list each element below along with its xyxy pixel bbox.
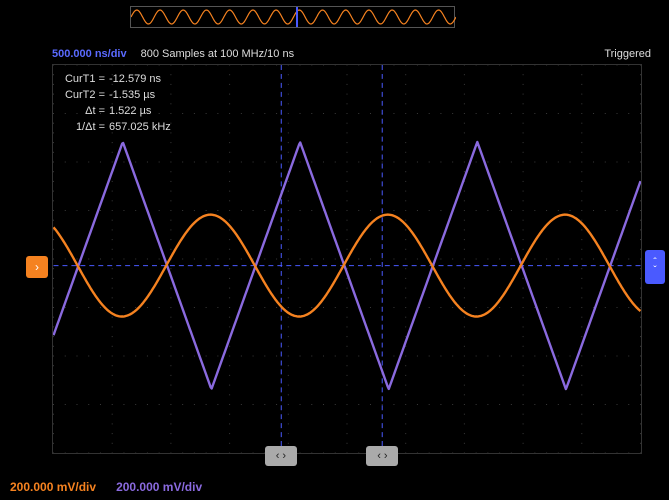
curT1-value: -12.579 ns [109, 71, 161, 87]
curT2-value: -1.535 µs [109, 87, 155, 103]
channel-scale-bar: 200.000 mV/div 200.000 mV/div [10, 480, 202, 494]
drag-handle-icon: ‹ › [377, 450, 387, 462]
dt-value: 1.522 µs [109, 103, 151, 119]
overview-trigger-marker[interactable] [296, 7, 298, 27]
info-bar: 500.000 ns/div 800 Samples at 100 MHz/10… [52, 48, 659, 60]
cursor-measurements: CurT1 =-12.579 ns CurT2 =-1.535 µs Δt =1… [59, 71, 171, 135]
dt-label: Δt = [59, 103, 105, 119]
ch1-volts-per-div[interactable]: 200.000 mV/div [10, 480, 96, 494]
invdt-value: 657.025 kHz [109, 119, 171, 135]
invdt-label: 1/Δt = [59, 119, 105, 135]
oscilloscope-plot[interactable]: CurT1 =-12.579 ns CurT2 =-1.535 µs Δt =1… [52, 64, 642, 454]
chevron-down-icon: ˇ [653, 267, 656, 275]
chevron-right-icon: › [35, 260, 39, 274]
timebase-label[interactable]: 500.000 ns/div [52, 48, 127, 60]
cursor-t1-handle[interactable]: ‹ › [265, 446, 297, 466]
ch2-trigger-handle[interactable]: ˆ ˇ [645, 250, 665, 284]
curT2-label: CurT2 = [59, 87, 105, 103]
trigger-status: Triggered [604, 48, 651, 60]
curT1-label: CurT1 = [59, 71, 105, 87]
sample-info: 800 Samples at 100 MHz/10 ns [141, 48, 294, 60]
cursor-t2-handle[interactable]: ‹ › [366, 446, 398, 466]
ch1-trigger-handle[interactable]: › [26, 256, 48, 278]
ch2-volts-per-div[interactable]: 200.000 mV/div [116, 480, 202, 494]
overview-strip[interactable] [130, 6, 455, 28]
drag-handle-icon: ‹ › [276, 450, 286, 462]
